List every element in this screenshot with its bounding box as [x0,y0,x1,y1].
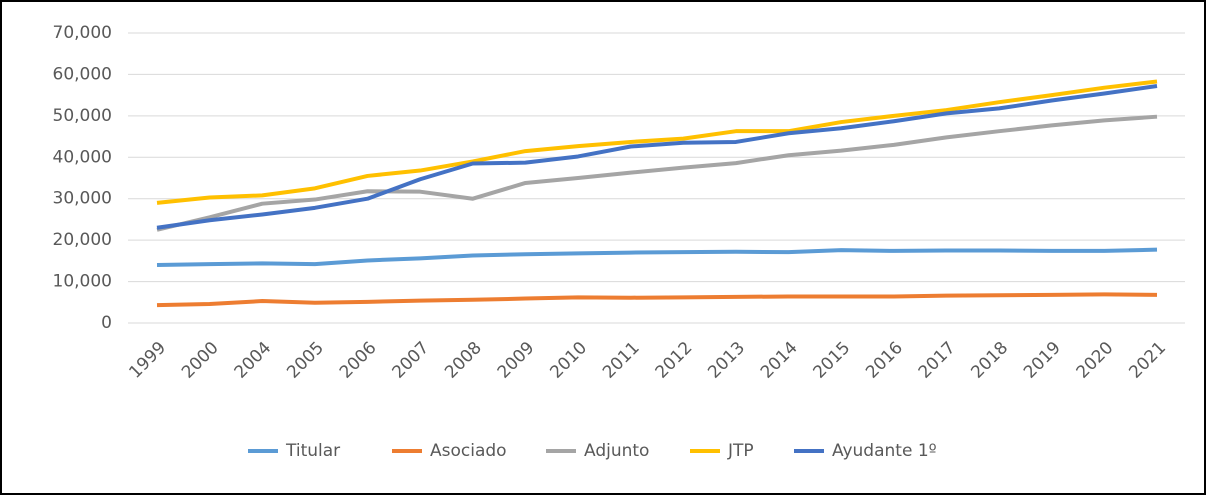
y-tick-label: 0 [101,313,112,333]
legend-label: Asociado [430,441,507,461]
series-line [156,84,1158,230]
y-tick-label: 60,000 [53,64,112,84]
series-line [156,247,1158,267]
legend-label: JTP [727,441,754,461]
y-tick-label: 20,000 [53,230,112,250]
series-line [156,292,1158,308]
y-tick-label: 30,000 [53,189,112,209]
series-line [156,79,1158,205]
y-tick-label: 50,000 [53,106,112,126]
y-tick-label: 70,000 [53,23,112,43]
y-tick-label: 40,000 [53,147,112,167]
legend-label: Adjunto [584,441,649,461]
legend-label: Ayudante 1º [832,441,937,461]
legend-label: Titular [285,441,340,461]
y-tick-label: 10,000 [53,272,112,292]
series-line [156,114,1158,232]
